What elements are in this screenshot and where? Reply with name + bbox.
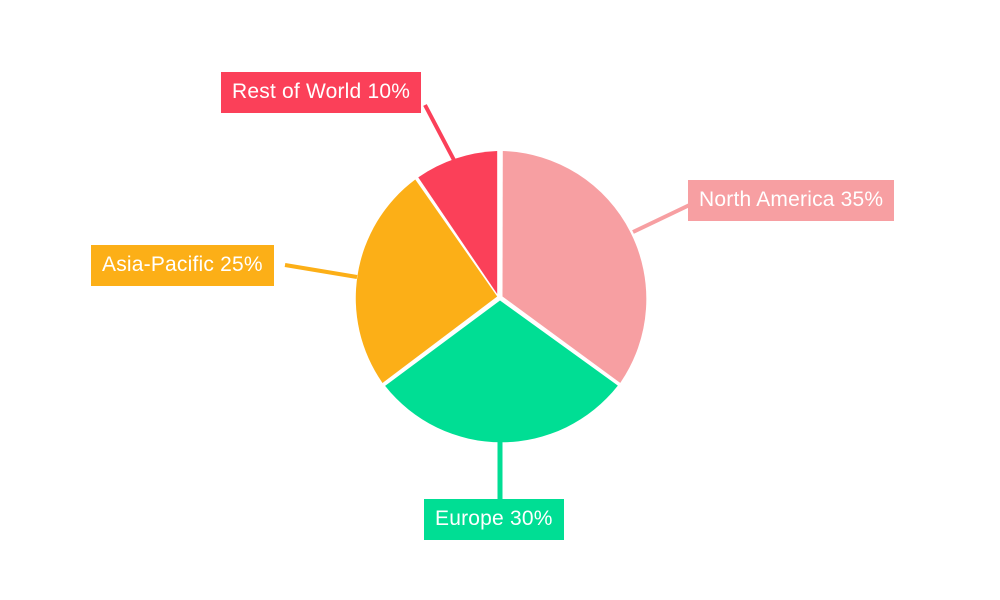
wedge-europe[interactable] <box>385 300 618 443</box>
leader-line-asia-pacific <box>284 263 358 279</box>
slice-label-north-america[interactable]: North America 35% <box>688 180 895 221</box>
wedge-rest-of-world[interactable] <box>418 151 498 294</box>
leader-line-rest-of-world <box>423 104 457 163</box>
slice-label-asia-pacific[interactable]: Asia-Pacific 25% <box>91 245 274 286</box>
slice-label-europe[interactable]: Europe 30% <box>424 499 564 540</box>
slice-label-rest-of-world[interactable]: Rest of World 10% <box>221 72 422 113</box>
wedge-north-america[interactable] <box>502 151 647 383</box>
pie-wedges <box>355 151 647 443</box>
wedge-asia-pacific[interactable] <box>355 179 498 383</box>
